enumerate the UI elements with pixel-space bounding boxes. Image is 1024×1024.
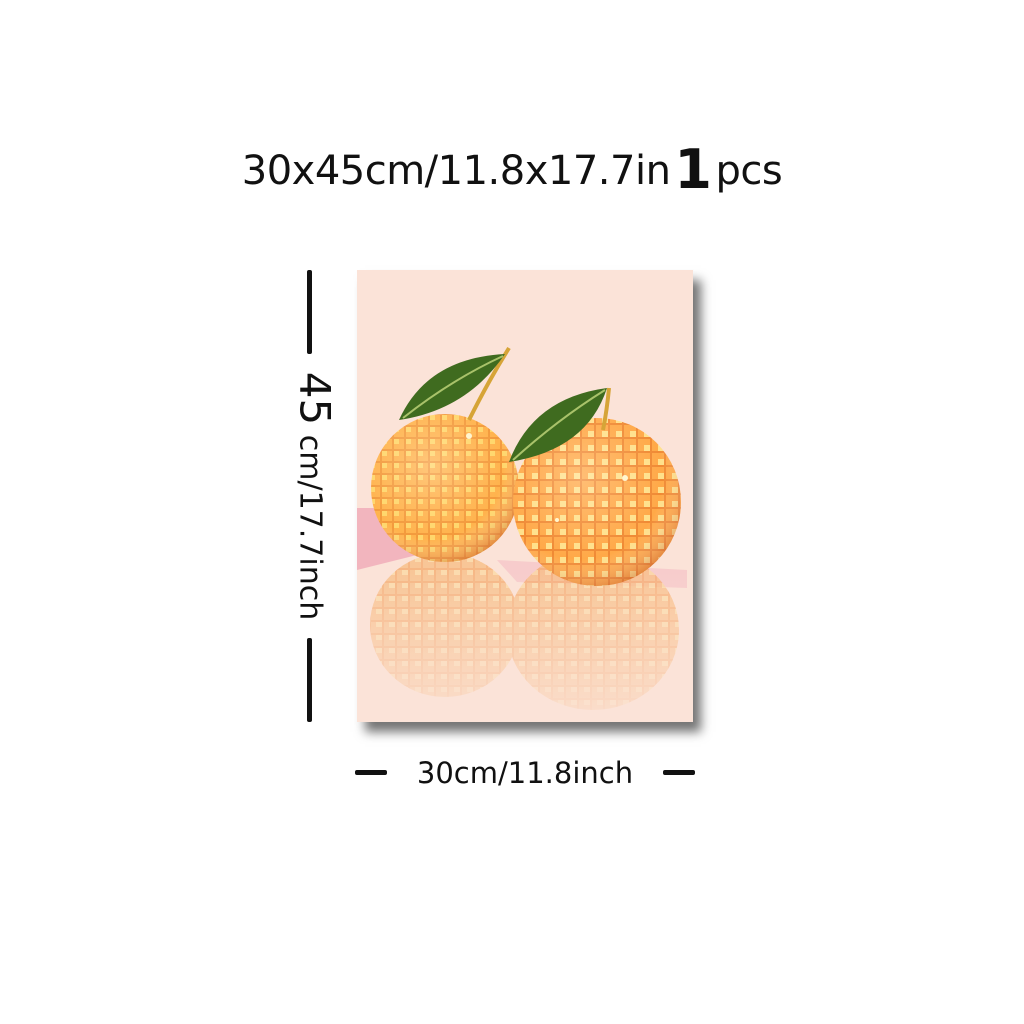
height-bar-top	[307, 270, 312, 354]
height-number: 45	[290, 371, 340, 426]
width-bar-left	[355, 770, 387, 775]
height-label: 45 cm/17.7inch	[291, 372, 340, 621]
quantity-number: 1	[674, 138, 712, 201]
height-unit-text: cm/17.7inch	[292, 434, 328, 621]
width-bar-right	[663, 770, 695, 775]
width-dimension: 30cm/11.8inch	[355, 755, 695, 791]
poster-artwork	[357, 270, 693, 722]
disco-oranges-illustration	[357, 270, 693, 722]
size-title: 30x45cm/11.8x17.7in1 pcs	[0, 140, 1024, 200]
quantity-unit: pcs	[715, 148, 783, 194]
size-text: 30x45cm/11.8x17.7in	[241, 148, 671, 194]
height-bar-bottom	[307, 638, 312, 722]
width-label: 30cm/11.8inch	[416, 756, 634, 790]
height-dimension: 45 cm/17.7inch	[291, 270, 340, 722]
